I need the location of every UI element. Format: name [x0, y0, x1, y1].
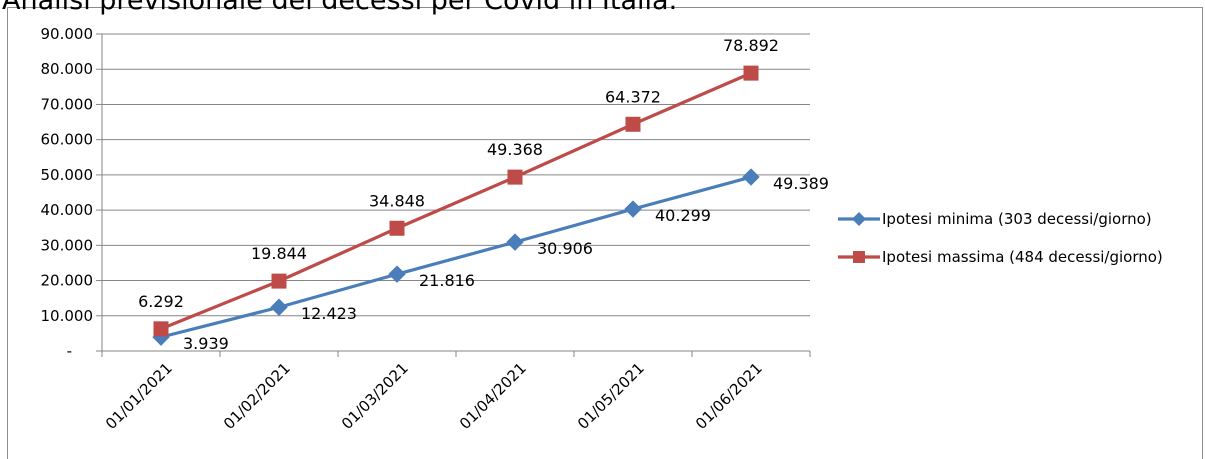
data-label: 49.368	[487, 140, 543, 159]
y-tick-label: 30.000	[41, 236, 94, 254]
x-tick-label: 01/02/2021	[220, 359, 294, 433]
axes	[96, 33, 811, 357]
data-point-marker	[153, 321, 169, 337]
data-point-marker	[506, 233, 524, 251]
data-label: 19.844	[251, 244, 307, 263]
x-tick-label: 01/03/2021	[338, 359, 412, 433]
legend-marker	[852, 212, 866, 226]
legend-marker	[853, 251, 865, 263]
data-point-marker	[270, 298, 288, 316]
data-label: 6.292	[138, 292, 184, 311]
data-label: 64.372	[605, 87, 661, 106]
chart-frame	[7, 7, 1203, 459]
data-point-marker	[507, 169, 523, 185]
data-labels: 3.939 12.423 21.816 30.906 40.299 49.389 6.292…	[138, 36, 829, 353]
series-line	[160, 175, 752, 339]
y-tick-label: 70.000	[41, 95, 94, 113]
y-tick-label: 60.000	[41, 131, 94, 149]
series-group	[152, 65, 760, 346]
x-axis-ticks: 01/01/2021 01/02/2021 01/03/2021 01/04/2021…	[102, 359, 766, 433]
y-tick-label: -	[67, 342, 72, 360]
legend-label: Ipotesi massima (484 decessi/giorno)	[882, 248, 1163, 266]
gridlines	[102, 33, 810, 317]
chart-title: Analisi previsionale dei decessi per Cov…	[2, 0, 678, 16]
data-point-marker	[388, 265, 406, 283]
legend-label: Ipotesi minima (303 decessi/giorno)	[882, 210, 1152, 228]
data-label: 12.423	[301, 304, 357, 323]
data-label: 21.816	[419, 271, 475, 290]
y-axis-ticks: - 10.000 20.000 30.000 40.000 50.000 60.000 70.…	[41, 25, 94, 360]
data-point-marker	[743, 65, 759, 81]
y-tick-label: 10.000	[41, 307, 94, 325]
y-tick-label: 40.000	[41, 201, 94, 219]
y-tick-label: 80.000	[41, 60, 94, 78]
x-tick-label: 01/04/2021	[456, 359, 530, 433]
data-label: 49.389	[773, 174, 829, 193]
data-point-marker	[742, 168, 760, 186]
data-label: 30.906	[537, 239, 593, 258]
data-point-marker	[624, 200, 642, 218]
data-label: 34.848	[369, 191, 425, 210]
x-tick-label: 01/06/2021	[692, 359, 766, 433]
x-tick-label: 01/01/2021	[102, 359, 176, 433]
data-point-marker	[625, 116, 641, 132]
data-point-marker	[389, 220, 405, 236]
legend: Ipotesi minima (303 decessi/giorno) Ipote…	[838, 210, 1163, 266]
series-line	[160, 71, 752, 331]
data-label: 40.299	[655, 206, 711, 225]
x-tick-label: 01/05/2021	[574, 359, 648, 433]
data-point-marker	[271, 273, 287, 289]
y-tick-label: 90.000	[41, 25, 94, 43]
data-label: 78.892	[723, 36, 779, 55]
y-tick-label: 20.000	[41, 272, 94, 290]
data-label: 3.939	[183, 334, 229, 353]
y-tick-label: 50.000	[41, 166, 94, 184]
